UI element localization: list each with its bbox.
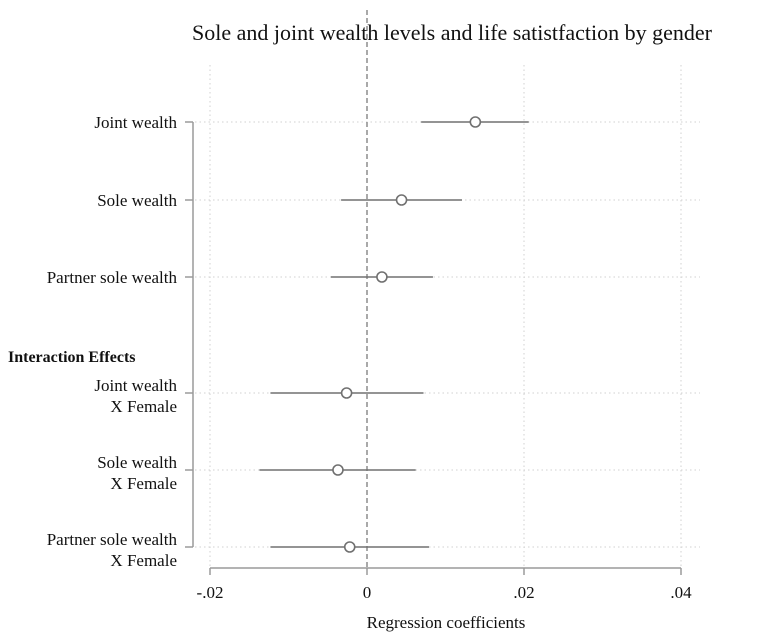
y-label-3-line-1: X Female [110, 397, 177, 416]
y-label-2: Partner sole wealth [47, 268, 178, 287]
point-estimate-4 [332, 464, 344, 476]
y-label-4-line-1: X Female [110, 474, 177, 493]
x-axis-title: Regression coefficients [367, 613, 526, 632]
y-label-4-line-0: Sole wealth [97, 453, 177, 472]
x-tick-label-1: 0 [363, 583, 372, 602]
group-header-interaction-effects: Interaction Effects [8, 349, 136, 366]
x-tick-label-3: .04 [670, 583, 692, 602]
x-tick-label-0: -.02 [197, 583, 224, 602]
axes [185, 121, 682, 575]
chart-title: Sole and joint wealth levels and life sa… [192, 20, 713, 45]
y-label-5-line-1: X Female [110, 551, 177, 570]
point-estimate-5 [343, 541, 356, 553]
y-label-3-line-0: Joint wealth [94, 376, 177, 395]
y-label-1: Sole wealth [97, 191, 177, 210]
x-tick-label-2: .02 [513, 583, 534, 602]
confidence-intervals [259, 121, 529, 548]
grid-lines [195, 10, 700, 568]
point-estimate-2 [376, 271, 388, 283]
point-estimate-3 [340, 387, 353, 399]
point-estimate-1 [395, 194, 408, 206]
x-tick-labels: -.02 0 .02 .04 [197, 583, 693, 602]
y-labels: Interaction Effects Joint wealth Sole wea… [8, 113, 177, 570]
point-estimates [332, 116, 482, 553]
y-label-0: Joint wealth [94, 113, 177, 132]
y-label-5-line-0: Partner sole wealth [47, 530, 178, 549]
point-estimate-0 [469, 116, 482, 128]
